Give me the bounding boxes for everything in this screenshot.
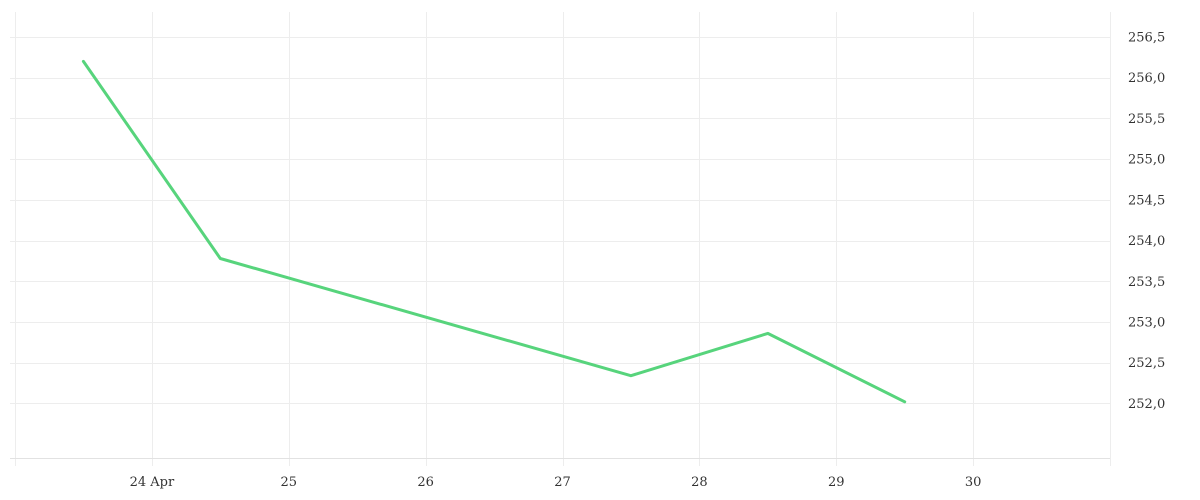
x-axis-label: 26 [417, 475, 434, 490]
y-axis-label: 255,5 [1128, 112, 1165, 127]
y-axis-label: 254,5 [1128, 193, 1165, 208]
x-axis-label: 27 [554, 475, 571, 490]
price-line-series [81, 59, 907, 404]
x-axis-label: 24 Apr [130, 475, 175, 490]
y-axis-label: 254,0 [1128, 234, 1165, 249]
x-axis-label: 25 [280, 475, 297, 490]
x-axis-label: 28 [691, 475, 708, 490]
y-axis-label: 252,5 [1128, 356, 1165, 371]
x-axis-label: 30 [965, 475, 982, 490]
x-axis-label: 29 [828, 475, 845, 490]
y-axis-label: 253,0 [1128, 315, 1165, 330]
y-axis-label: 256,5 [1128, 31, 1165, 46]
y-axis-label: 256,0 [1128, 71, 1165, 86]
y-axis-label: 253,5 [1128, 275, 1165, 290]
y-axis-label: 255,0 [1128, 153, 1165, 168]
y-axis-label: 252,0 [1128, 397, 1165, 412]
